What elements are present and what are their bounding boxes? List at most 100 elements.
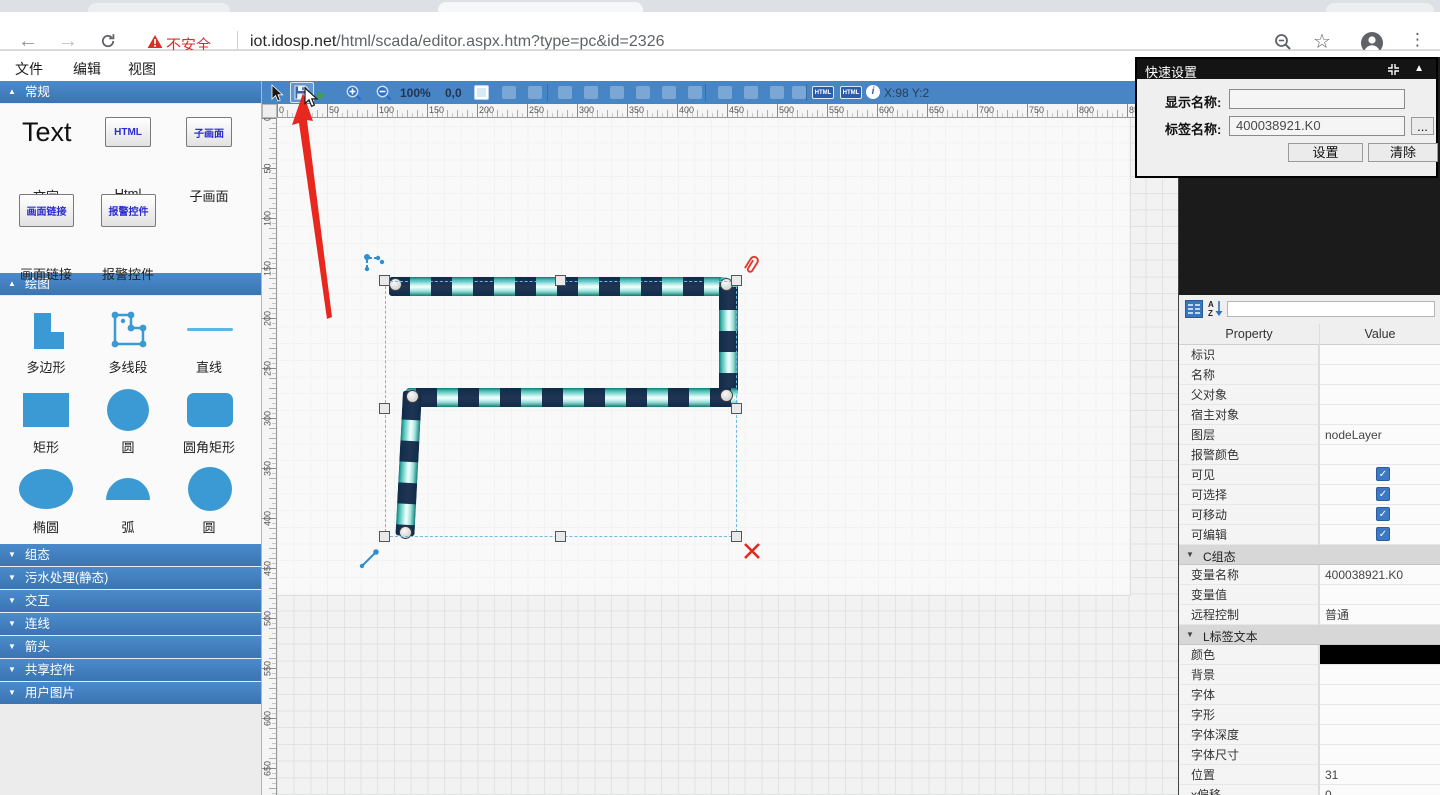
sidebar-section-draw[interactable]: ▲ 绘图	[0, 273, 261, 295]
dock-collapse-icon[interactable]	[1387, 63, 1400, 81]
property-filter-input[interactable]	[1227, 301, 1435, 317]
sidebar-section-interact[interactable]: ▼ 交互	[0, 590, 261, 612]
property-row[interactable]: 字体深度	[1179, 725, 1440, 745]
property-value[interactable]	[1320, 585, 1440, 605]
sidebar-section-arrow[interactable]: ▼ 箭头	[0, 636, 261, 658]
property-row[interactable]: 可见 ✓	[1179, 465, 1440, 485]
profile-avatar-icon[interactable]	[1360, 31, 1384, 60]
set-button[interactable]: 设置	[1288, 143, 1363, 162]
property-row[interactable]: x偏移 0	[1179, 785, 1440, 795]
back-icon[interactable]: ←	[18, 30, 38, 52]
property-row[interactable]: 变量值	[1179, 585, 1440, 605]
property-section-row[interactable]: ▼ C组态	[1179, 545, 1440, 565]
forward-icon[interactable]: →	[58, 30, 78, 52]
info-icon[interactable]: i	[866, 85, 880, 99]
run-preview-icon[interactable]	[317, 88, 326, 106]
attach-paperclip-icon[interactable]	[736, 251, 765, 284]
property-row[interactable]: 图层 nodeLayer	[1179, 425, 1440, 445]
edit-line-icon[interactable]	[358, 546, 382, 575]
refresh-icon[interactable]	[99, 32, 117, 55]
arc-shape-icon[interactable]	[106, 478, 150, 500]
zoom-in-icon[interactable]	[346, 85, 363, 107]
property-value[interactable]: ✓	[1320, 465, 1440, 485]
property-value[interactable]	[1320, 745, 1440, 765]
menu-view[interactable]: 视图	[128, 61, 156, 77]
pipe-joint-node[interactable]	[399, 526, 412, 539]
tool-text[interactable]: Text	[22, 117, 72, 147]
categorized-view-icon[interactable]	[1185, 300, 1203, 318]
tool-alarm-control[interactable]: 报警控件	[101, 194, 156, 227]
sidebar-section-connector[interactable]: ▼ 连线	[0, 613, 261, 635]
selection-handle-w[interactable]	[379, 403, 390, 414]
html-export-icon[interactable]: HTML	[812, 86, 834, 99]
display-name-input[interactable]	[1229, 89, 1405, 109]
property-row[interactable]: 可选择 ✓	[1179, 485, 1440, 505]
selection-handle-ne[interactable]	[731, 275, 742, 286]
tool-html[interactable]: HTML	[105, 117, 151, 147]
rect-shape-icon[interactable]	[23, 393, 69, 427]
property-value[interactable]: 31	[1320, 765, 1440, 785]
pipe-joint-node[interactable]	[406, 390, 419, 403]
browser-tab[interactable]	[88, 3, 230, 12]
polyline-shape-icon[interactable]	[108, 309, 148, 356]
property-row[interactable]: 标识	[1179, 345, 1440, 365]
zoom-out-page-icon[interactable]	[1273, 32, 1293, 57]
property-value[interactable]: ✓	[1320, 485, 1440, 505]
canvas-settings-icon[interactable]	[474, 85, 489, 105]
property-section-row[interactable]: ▼ L标签文本	[1179, 625, 1440, 645]
property-value[interactable]	[1320, 445, 1440, 465]
url-bar[interactable]: iot.idosp.net/html/scada/editor.aspx.htm…	[250, 33, 664, 51]
select-cursor-icon[interactable]	[270, 84, 285, 107]
property-value[interactable]: ✓	[1320, 505, 1440, 525]
property-value[interactable]: 0	[1320, 785, 1440, 795]
property-value[interactable]	[1320, 725, 1440, 745]
selection-handle-s[interactable]	[555, 531, 566, 542]
sort-az-icon[interactable]: A Z	[1206, 300, 1224, 318]
security-warning-icon[interactable]	[147, 34, 163, 54]
property-row[interactable]: 名称	[1179, 365, 1440, 385]
ellipse-shape-icon[interactable]	[19, 469, 73, 509]
property-row[interactable]: 远程控制 普通	[1179, 605, 1440, 625]
property-value[interactable]: nodeLayer	[1320, 425, 1440, 445]
property-row[interactable]: 位置 31	[1179, 765, 1440, 785]
property-value[interactable]	[1320, 685, 1440, 705]
menu-file[interactable]: 文件	[15, 61, 43, 77]
sidebar-section-user-images[interactable]: ▼ 用户图片	[0, 682, 261, 704]
selection-handle-nw[interactable]	[379, 275, 390, 286]
line-shape-icon[interactable]	[187, 328, 233, 331]
property-row[interactable]: 字体尺寸	[1179, 745, 1440, 765]
sidebar-section-sewage[interactable]: ▼ 污水处理(静态)	[0, 567, 261, 589]
checkbox-checked[interactable]: ✓	[1376, 507, 1390, 521]
tool-subscreen[interactable]: 子画面	[186, 117, 232, 147]
rounded-rect-shape-icon[interactable]	[187, 393, 233, 427]
property-value[interactable]: ✓	[1320, 525, 1440, 545]
menu-edit[interactable]: 编辑	[73, 61, 101, 77]
pipe-joint-node[interactable]	[720, 389, 733, 402]
checkbox-checked[interactable]: ✓	[1376, 487, 1390, 501]
property-value[interactable]	[1320, 385, 1440, 405]
quick-settings-header[interactable]: 快速设置 ▲	[1137, 59, 1436, 81]
property-row[interactable]: 可编辑 ✓	[1179, 525, 1440, 545]
circle2-shape-icon[interactable]	[188, 467, 232, 511]
bookmark-star-icon[interactable]: ☆	[1313, 31, 1331, 53]
html-preview-icon[interactable]: HTML	[840, 86, 862, 99]
sidebar-section-zutai[interactable]: ▼ 组态	[0, 544, 261, 566]
property-row[interactable]: 报警颜色	[1179, 445, 1440, 465]
selection-handle-e[interactable]	[731, 403, 742, 414]
sidebar-section-general[interactable]: ▲ 常规	[0, 81, 261, 103]
property-color-swatch[interactable]	[1320, 645, 1440, 665]
property-value[interactable]	[1320, 665, 1440, 685]
pipe-segment-middle[interactable]	[406, 388, 738, 407]
collapse-up-icon[interactable]: ▲	[1414, 63, 1424, 74]
value-column-header[interactable]: Value	[1364, 327, 1396, 341]
selection-handle-se[interactable]	[731, 531, 742, 542]
polygon-shape-icon[interactable]	[28, 312, 66, 355]
property-value[interactable]	[1320, 365, 1440, 385]
pipe-segment-right[interactable]	[719, 277, 738, 405]
kebab-menu-icon[interactable]: ⋮	[1409, 30, 1426, 49]
property-row[interactable]: 颜色	[1179, 645, 1440, 665]
clear-button[interactable]: 清除	[1368, 143, 1438, 162]
security-warning-label[interactable]: 不安全	[166, 37, 212, 54]
browse-tag-button[interactable]: ...	[1411, 117, 1434, 135]
selection-handle-sw[interactable]	[379, 531, 390, 542]
